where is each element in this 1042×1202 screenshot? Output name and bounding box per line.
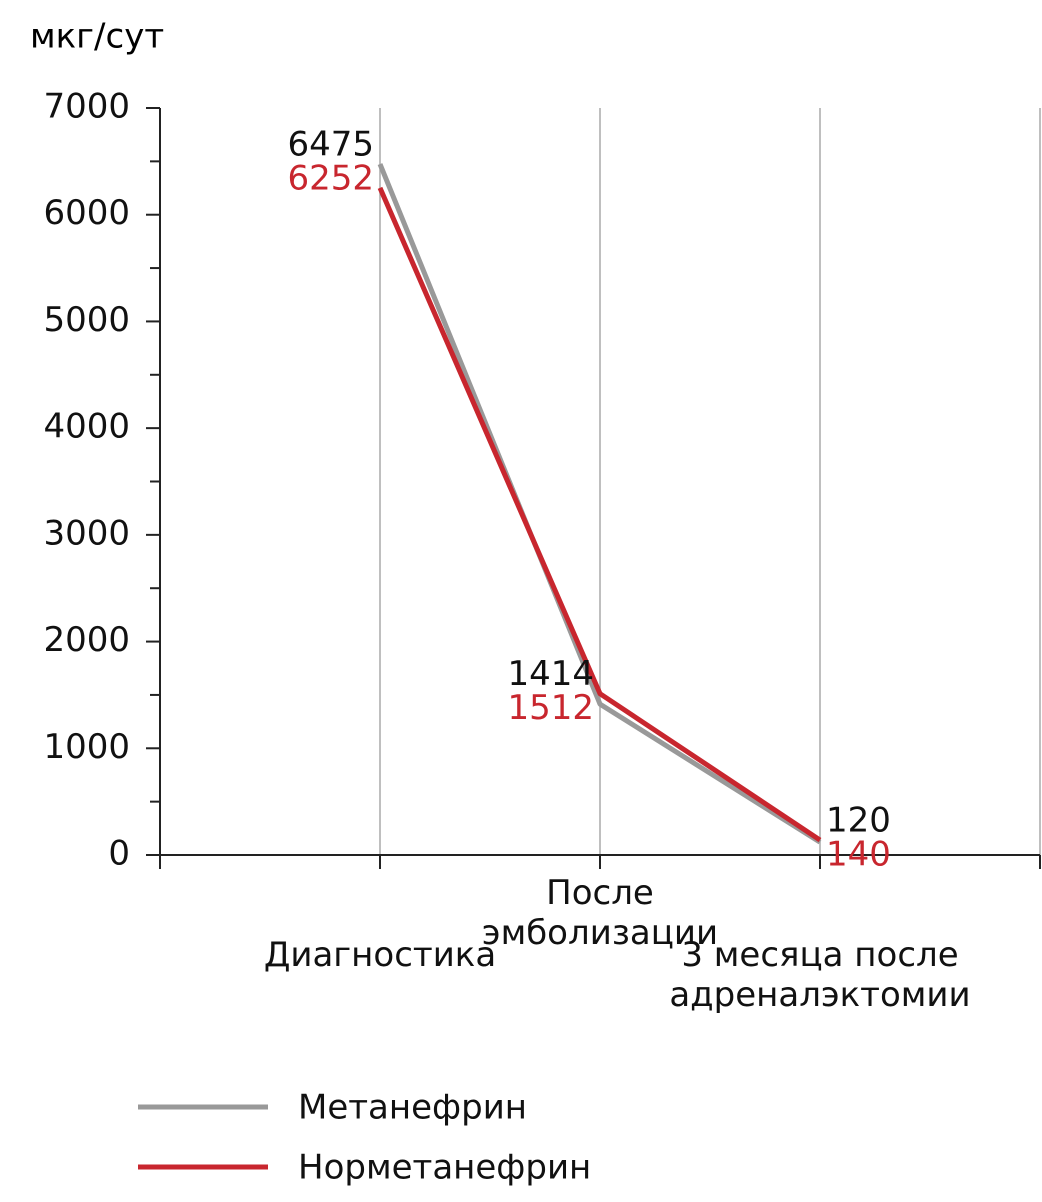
- x-tick-label: Диагностика: [263, 935, 497, 975]
- line-series: [377, 186, 822, 843]
- y-tick-label: 1000: [43, 727, 130, 767]
- data-label: 140: [826, 835, 891, 875]
- y-tick-label: 3000: [43, 513, 130, 553]
- data-label: 1414: [507, 654, 594, 694]
- legend-label: Метанефрин: [298, 1088, 527, 1128]
- x-tick-label: 3 месяца после адреналэктомии: [669, 935, 971, 1015]
- data-label: 1512: [507, 688, 594, 728]
- y-tick-label: 5000: [43, 300, 130, 340]
- data-label: 6475: [287, 125, 374, 165]
- y-axis-title: мкг/сут: [30, 17, 164, 57]
- y-tick-label: 7000: [43, 87, 130, 127]
- legend-label: Норметанефрин: [298, 1148, 591, 1188]
- y-tick-label: 2000: [43, 620, 130, 660]
- x-tick-label: После эмболизации: [481, 873, 719, 953]
- data-label: 6252: [287, 159, 374, 199]
- y-tick-label: 0: [108, 834, 130, 874]
- y-tick-label: 4000: [43, 407, 130, 447]
- data-label: 120: [826, 801, 891, 841]
- y-tick-label: 6000: [43, 193, 130, 233]
- line-series: [377, 163, 822, 845]
